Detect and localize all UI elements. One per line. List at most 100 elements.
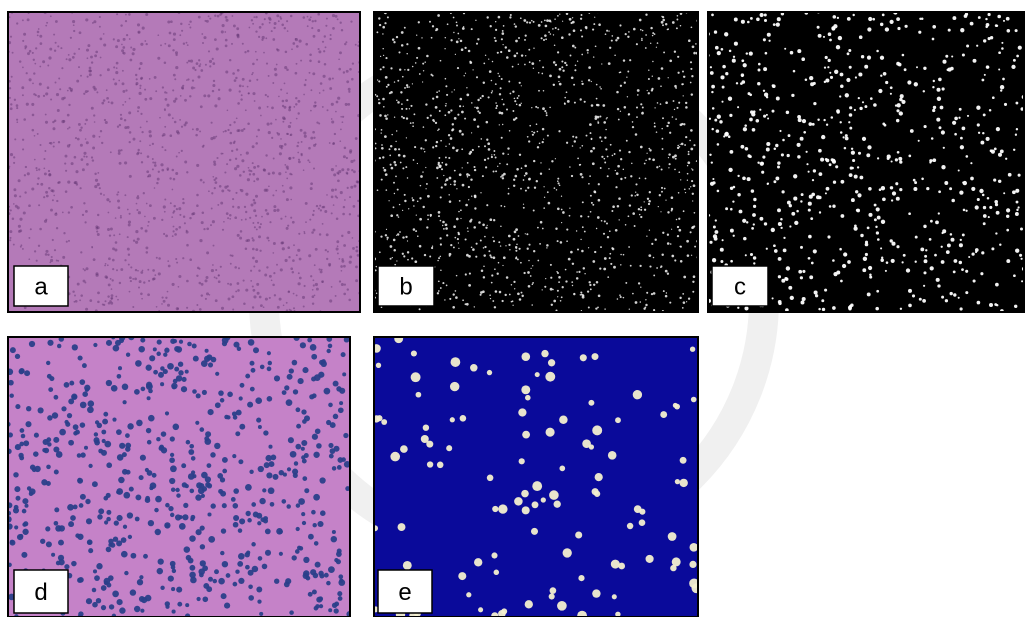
speckle <box>440 60 442 62</box>
speckle <box>812 123 815 126</box>
speckle <box>571 76 574 79</box>
speckle <box>228 298 231 301</box>
speckle <box>196 164 199 167</box>
speckle <box>234 79 237 82</box>
speckle <box>152 168 154 170</box>
speckle <box>829 39 832 42</box>
speckle <box>608 62 611 65</box>
speckle <box>952 121 956 125</box>
speckle <box>803 131 806 134</box>
speckle <box>147 269 149 271</box>
speckle <box>480 192 481 193</box>
speckle <box>422 63 424 65</box>
speckle <box>461 133 464 136</box>
speckle <box>68 440 74 446</box>
speckle <box>1000 89 1002 91</box>
speckle <box>54 507 59 512</box>
speckle <box>866 153 870 157</box>
speckle <box>1000 85 1004 89</box>
speckle <box>57 182 59 184</box>
speckle <box>178 370 183 375</box>
speckle <box>537 260 539 262</box>
speckle <box>560 300 562 302</box>
speckle <box>926 187 929 190</box>
speckle <box>175 228 178 231</box>
speckle <box>251 73 253 75</box>
speckle <box>544 19 546 21</box>
speckle <box>125 443 131 449</box>
speckle <box>535 106 537 108</box>
speckle <box>303 16 306 19</box>
speckle <box>627 523 633 529</box>
speckle <box>899 98 903 102</box>
speckle <box>38 168 40 170</box>
speckle <box>111 294 114 297</box>
speckle <box>236 27 239 30</box>
speckle <box>453 293 455 295</box>
speckle <box>438 215 440 217</box>
speckle <box>227 129 229 131</box>
speckle <box>136 203 138 205</box>
speckle <box>298 159 300 161</box>
speckle <box>440 269 442 271</box>
speckle <box>741 75 743 77</box>
speckle <box>253 201 256 204</box>
speckle <box>156 306 158 308</box>
speckle <box>315 283 318 286</box>
speckle <box>282 100 285 103</box>
speckle <box>120 268 123 271</box>
speckle <box>1008 173 1012 177</box>
speckle <box>529 61 531 63</box>
speckle <box>127 248 130 251</box>
speckle <box>212 176 214 178</box>
speckle <box>486 16 488 18</box>
speckle <box>121 537 127 543</box>
speckle <box>218 275 220 277</box>
speckle <box>498 241 500 243</box>
speckle <box>751 227 754 230</box>
speckle <box>229 283 232 286</box>
speckle <box>527 271 530 274</box>
speckle <box>531 528 538 535</box>
speckle <box>454 117 457 120</box>
speckle <box>303 94 305 96</box>
speckle <box>198 487 205 494</box>
speckle <box>573 293 575 295</box>
speckle <box>640 206 642 208</box>
speckle <box>577 61 578 62</box>
speckle <box>603 268 606 271</box>
speckle <box>326 581 331 586</box>
speckle <box>403 117 405 119</box>
speckle <box>343 265 346 268</box>
speckle <box>162 86 164 88</box>
speckle <box>576 230 577 231</box>
speckle <box>424 151 425 152</box>
speckle <box>119 443 125 449</box>
speckle <box>557 28 559 30</box>
speckle <box>416 35 417 36</box>
speckle <box>499 163 501 165</box>
speckle <box>422 171 423 172</box>
speckle <box>314 264 316 266</box>
speckle <box>712 258 716 262</box>
speckle <box>923 90 925 92</box>
speckle <box>241 159 244 162</box>
speckle <box>493 150 495 152</box>
speckle <box>522 506 530 514</box>
speckle <box>284 164 286 166</box>
speckle <box>152 161 154 163</box>
speckle <box>237 289 240 292</box>
speckle <box>849 173 853 177</box>
speckle <box>61 120 64 123</box>
speckle <box>483 63 485 65</box>
speckle <box>289 309 291 311</box>
speckle <box>1003 20 1005 22</box>
speckle <box>419 218 422 221</box>
speckle <box>227 110 229 112</box>
speckle <box>624 177 626 179</box>
speckle <box>84 446 88 450</box>
speckle <box>316 597 322 603</box>
speckle <box>426 55 429 58</box>
speckle <box>920 247 924 251</box>
speckle <box>127 512 133 518</box>
